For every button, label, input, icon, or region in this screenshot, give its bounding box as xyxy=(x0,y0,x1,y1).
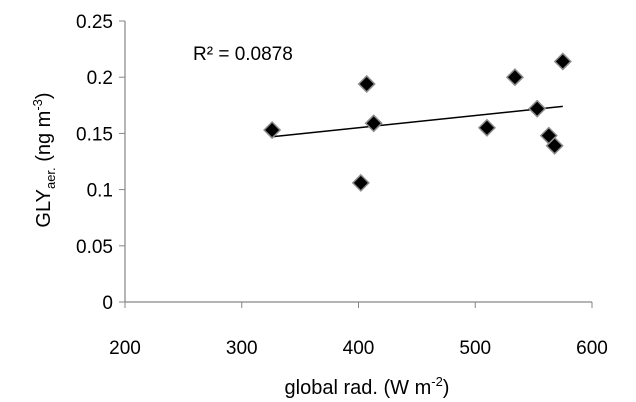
y-axis-label-sub: aer. xyxy=(43,167,58,189)
y-axis-label-close: ) xyxy=(33,92,55,99)
trendline-group xyxy=(272,105,563,138)
y-tick-label: 0.15 xyxy=(76,124,113,145)
data-point xyxy=(357,74,376,94)
y-axis-label-mid: (ng m xyxy=(33,111,55,168)
trendline xyxy=(272,105,563,138)
y-axis-label-sup: -3 xyxy=(30,99,45,111)
data-point xyxy=(528,99,547,118)
y-tick-label: 0.2 xyxy=(87,68,113,89)
x-tick-label: 200 xyxy=(109,338,141,359)
data-point xyxy=(553,52,572,71)
data-point xyxy=(545,136,564,155)
x-axis-label-sup: -2 xyxy=(431,374,443,389)
y-tick-label: 0.05 xyxy=(76,237,113,258)
x-axis-label-main: global rad. (W m xyxy=(285,377,432,399)
axes xyxy=(119,20,593,308)
tick-labels: 0 0.05 0.1 0.15 0.2 0.25 200 300 400 500 600 xyxy=(76,12,608,359)
y-tick-label: 0.1 xyxy=(87,181,113,202)
data-point xyxy=(505,68,525,87)
x-tick-label: 600 xyxy=(576,338,608,359)
x-axis-label: global rad. (W m-2) xyxy=(285,374,450,399)
r-squared-annotation: R² = 0.0878 xyxy=(193,44,293,65)
x-axis-label-close: ) xyxy=(443,377,450,399)
y-tick-label: 0 xyxy=(102,293,113,314)
y-tick-label: 0.25 xyxy=(76,12,113,33)
data-point xyxy=(364,114,383,133)
y-axis-label-main: GLY xyxy=(33,189,55,228)
x-tick-label: 400 xyxy=(343,338,375,359)
x-tick-label: 300 xyxy=(226,338,258,359)
y-axis-label: GLYaer. (ng m-3) xyxy=(30,92,58,227)
x-tick-label: 500 xyxy=(459,338,491,359)
data-point xyxy=(351,173,370,192)
data-point xyxy=(263,120,282,140)
data-points xyxy=(263,52,572,192)
data-point xyxy=(477,118,496,137)
